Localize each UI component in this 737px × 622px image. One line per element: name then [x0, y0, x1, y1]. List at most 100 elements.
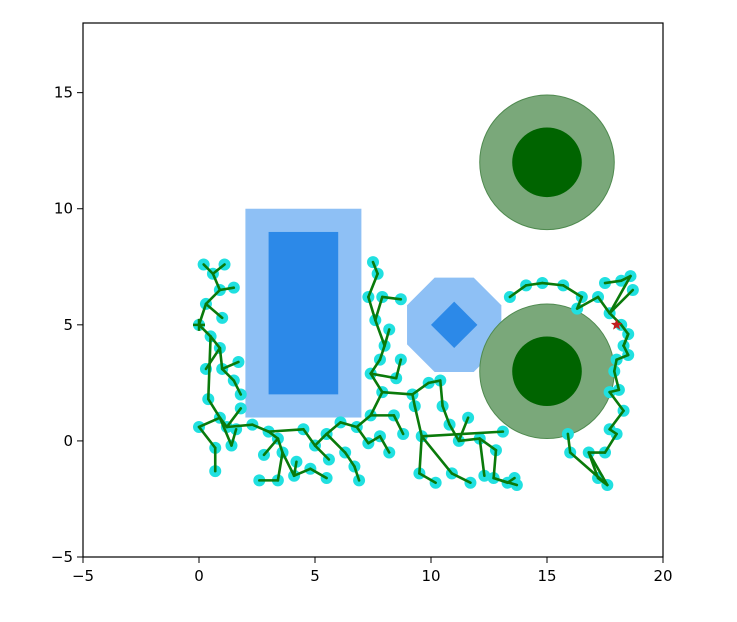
tree-edge	[262, 437, 280, 457]
tree-edge	[508, 284, 528, 299]
tree-edge	[353, 465, 361, 482]
tree-edge	[380, 295, 403, 301]
tree-edge	[478, 437, 498, 452]
tree-edge	[211, 272, 222, 292]
obstacle-layer	[245, 94, 615, 440]
plot-area	[193, 94, 639, 492]
tree-edge	[232, 379, 243, 396]
tree-edge	[202, 263, 215, 276]
tree-edge	[619, 323, 630, 336]
tree-edge	[615, 353, 630, 361]
tree-edge	[541, 281, 565, 287]
tree-edge	[612, 369, 621, 392]
tree-edge	[230, 428, 238, 447]
tree-edge	[281, 451, 296, 478]
tree-edge	[302, 428, 317, 447]
x-tick-label: 0	[194, 567, 204, 585]
tree-edge	[603, 279, 623, 285]
tree-edge	[367, 272, 379, 299]
y-tick-label: 15	[54, 84, 73, 102]
tree-edge	[218, 346, 224, 371]
diamond-obstacle	[431, 301, 478, 349]
tree-edge	[225, 423, 254, 429]
y-tick-label: 10	[54, 200, 73, 218]
tree-edge	[608, 390, 625, 413]
tree-edge	[211, 263, 226, 276]
goal-marker	[610, 318, 623, 330]
tree-edge	[218, 286, 236, 292]
tree-edge	[587, 451, 609, 487]
x-tick-label: 10	[421, 567, 440, 585]
tree-edge	[561, 284, 584, 299]
tree-edge	[369, 358, 382, 375]
tree-edge	[220, 360, 240, 371]
tree-edge	[524, 281, 544, 287]
tree-edge	[197, 416, 222, 429]
tree-edge	[608, 288, 635, 315]
tree-edge	[427, 379, 442, 385]
x-tick-label: 15	[537, 567, 556, 585]
tree-edge	[292, 467, 312, 478]
tree-edge	[367, 434, 382, 445]
tree-edge	[276, 451, 284, 482]
tree-edge	[603, 432, 618, 454]
tree-edge	[566, 432, 572, 454]
tree-edge	[369, 390, 384, 417]
tree-edge	[355, 414, 372, 429]
tree-edge	[394, 358, 403, 380]
tree-edge	[492, 476, 519, 487]
y-tick-label: 5	[63, 316, 73, 334]
tree-edge	[619, 274, 632, 283]
tree-edge	[313, 432, 328, 447]
marker-layer	[193, 318, 623, 331]
tree-edge	[276, 437, 284, 454]
tree-edge	[204, 302, 224, 320]
tree-edge	[622, 332, 630, 348]
rect-obstacle-inner	[268, 231, 339, 395]
tree-edge	[197, 425, 217, 450]
tree-edge	[367, 295, 377, 322]
tree-edge	[343, 451, 356, 468]
x-axis: −5 0 5 10 15 20	[72, 557, 673, 585]
tree-edge	[218, 416, 233, 447]
tree-edge	[413, 404, 424, 438]
tree-edge	[206, 335, 212, 401]
x-tick-label: 5	[310, 567, 320, 585]
x-tick-label: 20	[653, 567, 672, 585]
x-tick-label: −5	[72, 567, 94, 585]
tree-edge	[197, 323, 212, 338]
tree-edge	[383, 328, 391, 348]
tree-edge	[374, 318, 386, 348]
tree-edge	[369, 372, 398, 380]
tree-edge	[392, 414, 405, 436]
tree-edge	[478, 437, 486, 478]
tree-edge	[369, 372, 384, 394]
tree-edge	[371, 260, 379, 276]
tree-edge	[309, 467, 328, 480]
tree-edge	[206, 397, 222, 419]
tree-edge	[596, 295, 611, 315]
tree-edge	[339, 421, 359, 429]
tree-edge	[457, 416, 470, 443]
circle-obstacle-inner	[512, 127, 582, 198]
tree-edge	[608, 274, 632, 315]
tree-edge	[292, 460, 298, 478]
tree-edge	[313, 444, 331, 461]
tree-edge	[220, 367, 236, 382]
tree-edge	[378, 344, 386, 361]
tree-edge	[506, 476, 516, 485]
tree-edge	[448, 423, 461, 443]
tree-edge	[450, 472, 472, 485]
tree-edge	[457, 437, 482, 443]
tree-edge	[225, 407, 243, 429]
tree-edge-layer	[197, 260, 635, 487]
tree-edge	[374, 295, 384, 322]
tree-edge	[411, 393, 417, 408]
tree-edge	[608, 388, 621, 394]
tree-edge	[420, 434, 454, 475]
tree-edge	[251, 423, 270, 433]
tree-edge	[608, 409, 625, 431]
tree-edge	[325, 432, 347, 454]
